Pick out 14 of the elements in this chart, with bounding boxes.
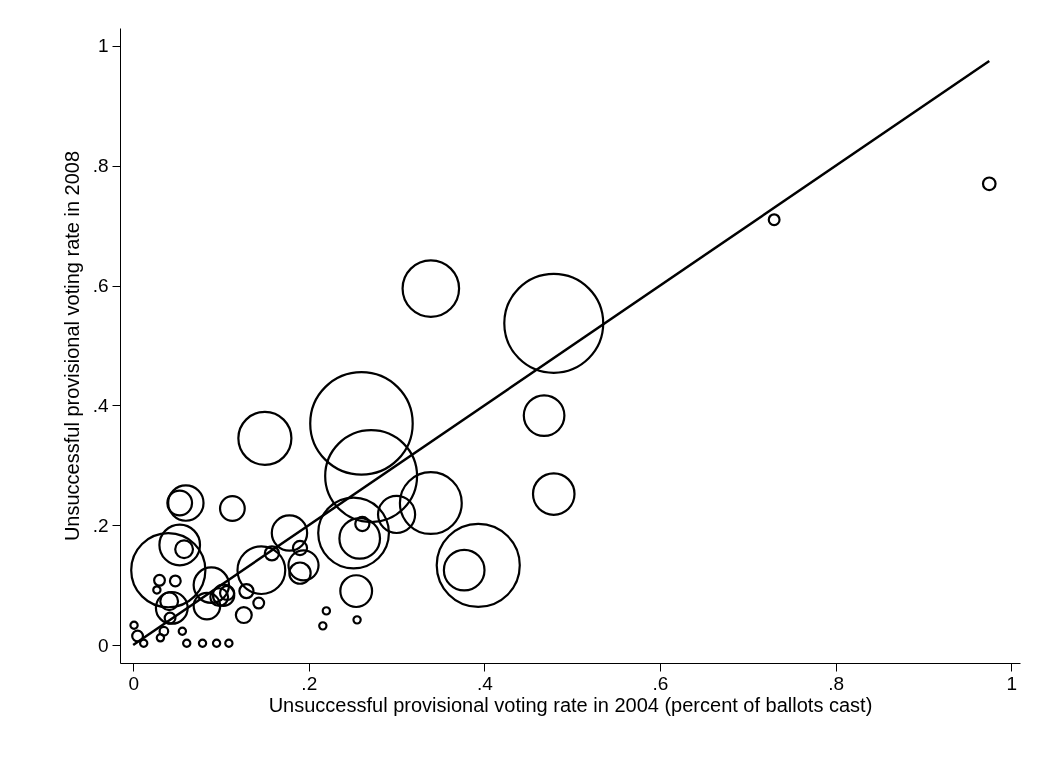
y-tick-label: .6 bbox=[92, 275, 109, 297]
y-tick-label: .8 bbox=[92, 155, 109, 177]
x-axis-title: Unsuccessful provisional voting rate in 2004 (percent of ballots cast) bbox=[268, 693, 873, 716]
y-tick-label: 1 bbox=[97, 35, 109, 57]
x-tick-label: .6 bbox=[652, 672, 669, 694]
y-tick-label: 0 bbox=[97, 634, 109, 656]
x-tick-label: 0 bbox=[128, 672, 139, 694]
y-tick-label: .2 bbox=[92, 514, 109, 536]
x-tick-label: 1 bbox=[1006, 672, 1018, 694]
y-tick-label: .4 bbox=[92, 394, 109, 416]
x-tick-label: .8 bbox=[828, 672, 845, 694]
x-tick-label: .2 bbox=[301, 672, 318, 694]
y-axis-title: Unsuccessful provisional voting rate in 2008 bbox=[60, 150, 83, 542]
x-tick-label: .4 bbox=[476, 672, 494, 694]
